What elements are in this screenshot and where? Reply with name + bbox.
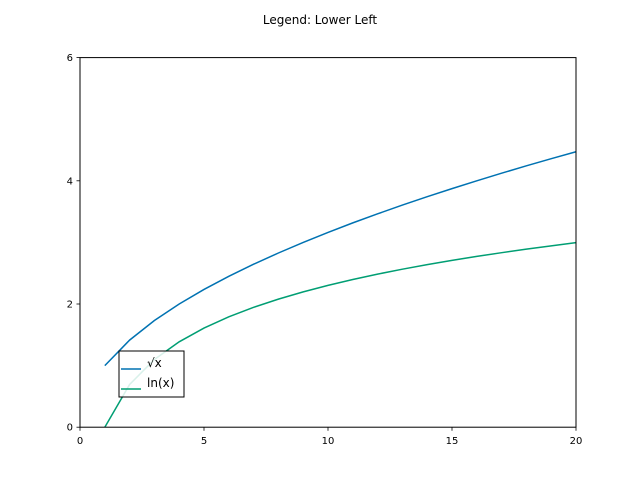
chart-title: Legend: Lower Left	[263, 13, 378, 27]
legend-label-1: ln(x)	[147, 376, 174, 390]
y-tick-label: 4	[67, 176, 73, 187]
axis-ticks: 0 5 10 15 20 0 2 4 6	[67, 53, 583, 447]
y-tick-label: 0	[67, 423, 73, 434]
x-tick-label: 20	[570, 436, 583, 447]
plot-lines	[104, 150, 577, 428]
y-tick-label: 6	[67, 53, 73, 64]
x-tick-label: 10	[322, 436, 335, 447]
y-tick-label: 2	[67, 300, 73, 311]
x-tick-label: 15	[446, 436, 459, 447]
x-tick-label: 5	[201, 436, 207, 447]
series-line-1	[104, 241, 577, 428]
series-line-0	[104, 150, 577, 367]
plot-area-frame	[79, 57, 577, 428]
x-tick-label: 0	[77, 436, 83, 447]
legend-label-0: √x	[147, 356, 162, 370]
legend: √x ln(x)	[118, 350, 185, 398]
